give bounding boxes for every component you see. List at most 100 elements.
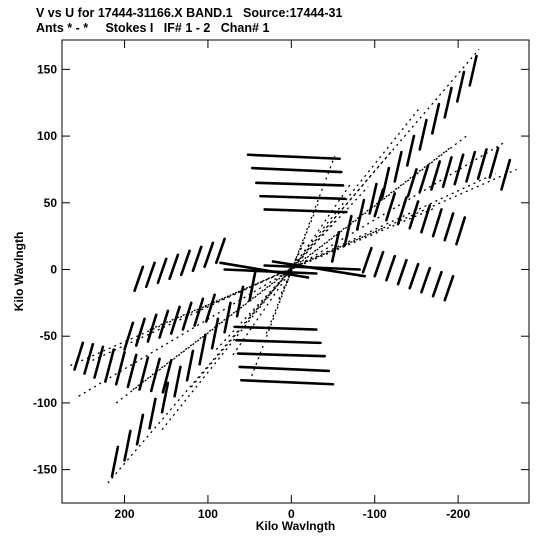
uv-segment-19: [156, 257, 168, 285]
uv-segment-39: [236, 352, 326, 358]
uv-segment-63: [408, 200, 420, 230]
uv-segment-14: [181, 301, 193, 331]
uv-segment-69: [373, 250, 385, 278]
uv-segment-2: [93, 345, 105, 379]
y-tick-label: 0: [50, 262, 57, 276]
uv-segment-27: [135, 413, 145, 446]
uv-segment-23: [203, 241, 215, 269]
uv-segment-82: [393, 150, 403, 183]
uv-segment-70: [385, 254, 397, 282]
uv-segment-37: [239, 378, 335, 386]
uv-segment-1: [83, 342, 95, 375]
uv-track-10: [286, 254, 298, 284]
uv-segment-64: [420, 204, 432, 234]
uv-track-16: [78, 142, 505, 397]
uv-segment-52: [418, 164, 430, 194]
uv-segment-75: [443, 274, 455, 302]
uv-segment-12: [158, 309, 170, 339]
uv-segment-15: [193, 297, 205, 327]
uv-segment-24: [214, 237, 226, 265]
uv-segment-25: [110, 445, 120, 478]
uv-segment-66: [443, 212, 455, 242]
uv-segment-4: [114, 350, 126, 386]
uv-segment-0: [73, 341, 85, 371]
x-tick-label: 200: [115, 507, 135, 521]
uv-segment-32: [198, 333, 207, 366]
uv-segment-35: [235, 285, 245, 318]
y-tick-label: 100: [37, 129, 57, 143]
uv-segment-42: [246, 153, 341, 161]
y-tick-label: -150: [33, 463, 57, 477]
uv-segment-31: [185, 349, 195, 382]
uv-segment-45: [259, 194, 347, 201]
uv-track-3: [190, 148, 394, 388]
uv-segment-29: [160, 381, 170, 414]
uv-segment-5: [126, 353, 138, 389]
uv-segment-86: [343, 214, 353, 247]
uv-segment-30: [173, 365, 182, 398]
uv-segment-46: [263, 208, 348, 214]
uv-segment-59: [500, 158, 512, 191]
chart-title: V vs U for 17444-31166.X BAND.1 Source:1…: [36, 6, 343, 20]
x-tick-label: 100: [198, 507, 218, 521]
x-tick-label: -200: [446, 507, 470, 521]
uv-segment-20: [168, 253, 180, 281]
uv-segment-22: [191, 245, 203, 273]
uv-segment-18: [144, 261, 156, 289]
uv-segment-7: [149, 357, 161, 393]
uv-segment-38: [238, 365, 331, 373]
uv-segment-83: [380, 166, 391, 199]
uv-segment-51: [406, 168, 418, 198]
uv-track-11: [132, 146, 452, 391]
uv-segment-33: [210, 317, 220, 350]
uv-segment-85: [355, 198, 366, 231]
uv-segment-6: [138, 356, 150, 391]
y-tick-label: -50: [40, 329, 58, 343]
uv-segment-65: [431, 208, 443, 238]
uv-segment-58: [488, 146, 500, 179]
uv-segment-54: [441, 156, 453, 189]
uv-segment-71: [396, 258, 408, 286]
uv-segment-73: [420, 266, 432, 294]
y-tick-label: 50: [44, 196, 58, 210]
uv-segment-13: [169, 305, 181, 335]
uv-track-0: [107, 48, 480, 484]
uv-segment-28: [148, 397, 157, 430]
uv-segment-80: [418, 118, 428, 151]
uv-segment-79: [430, 102, 441, 135]
uv-segment-10: [134, 317, 146, 347]
uv-segment-78: [443, 86, 453, 119]
uv-segment-26: [123, 429, 132, 462]
uv-segment-74: [431, 270, 443, 298]
uv-segment-55: [453, 153, 465, 186]
y-tick-label: 150: [37, 62, 57, 76]
uv-segment-87: [330, 230, 341, 263]
uv-track-9: [278, 238, 307, 300]
uv-segment-53: [430, 160, 442, 191]
uv-segment-34: [223, 301, 232, 334]
uv-segment-3: [104, 348, 116, 383]
uv-segment-77: [455, 70, 466, 103]
uv-segment-76: [468, 54, 478, 87]
uv-segment-17: [133, 265, 145, 293]
uv-segment-56: [465, 150, 477, 183]
uv-segment-72: [408, 262, 420, 290]
uv-segment-41: [233, 325, 318, 331]
plot-frame: [61, 39, 530, 504]
axes: 200 100 0 -100 -200 150 100 50 0 -50 -100 -150: [33, 40, 529, 521]
uv-segment-11: [146, 313, 158, 343]
uv-segment-40: [234, 338, 322, 345]
x-axis-label: Kilo Wavlngth: [256, 519, 336, 533]
uv-segment-36: [248, 269, 257, 302]
uv-segment-57: [476, 148, 488, 181]
uv-segment-21: [179, 249, 191, 277]
uv-track-4: [215, 186, 369, 350]
plot-marks: [70, 48, 517, 484]
uv-segment-16: [204, 293, 216, 323]
y-tick-label: -100: [33, 396, 57, 410]
uv-segment-62: [396, 196, 408, 226]
uv-segment-9: [123, 321, 135, 351]
uv-track-15: [115, 135, 467, 404]
uv-segment-8: [161, 358, 173, 394]
